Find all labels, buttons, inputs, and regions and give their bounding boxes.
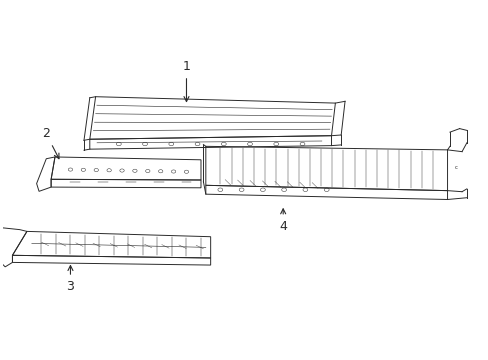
Text: 4: 4: [279, 209, 286, 233]
Text: c: c: [454, 165, 457, 170]
Text: 3: 3: [66, 266, 74, 293]
Text: 1: 1: [182, 60, 190, 102]
Text: 2: 2: [42, 127, 59, 159]
